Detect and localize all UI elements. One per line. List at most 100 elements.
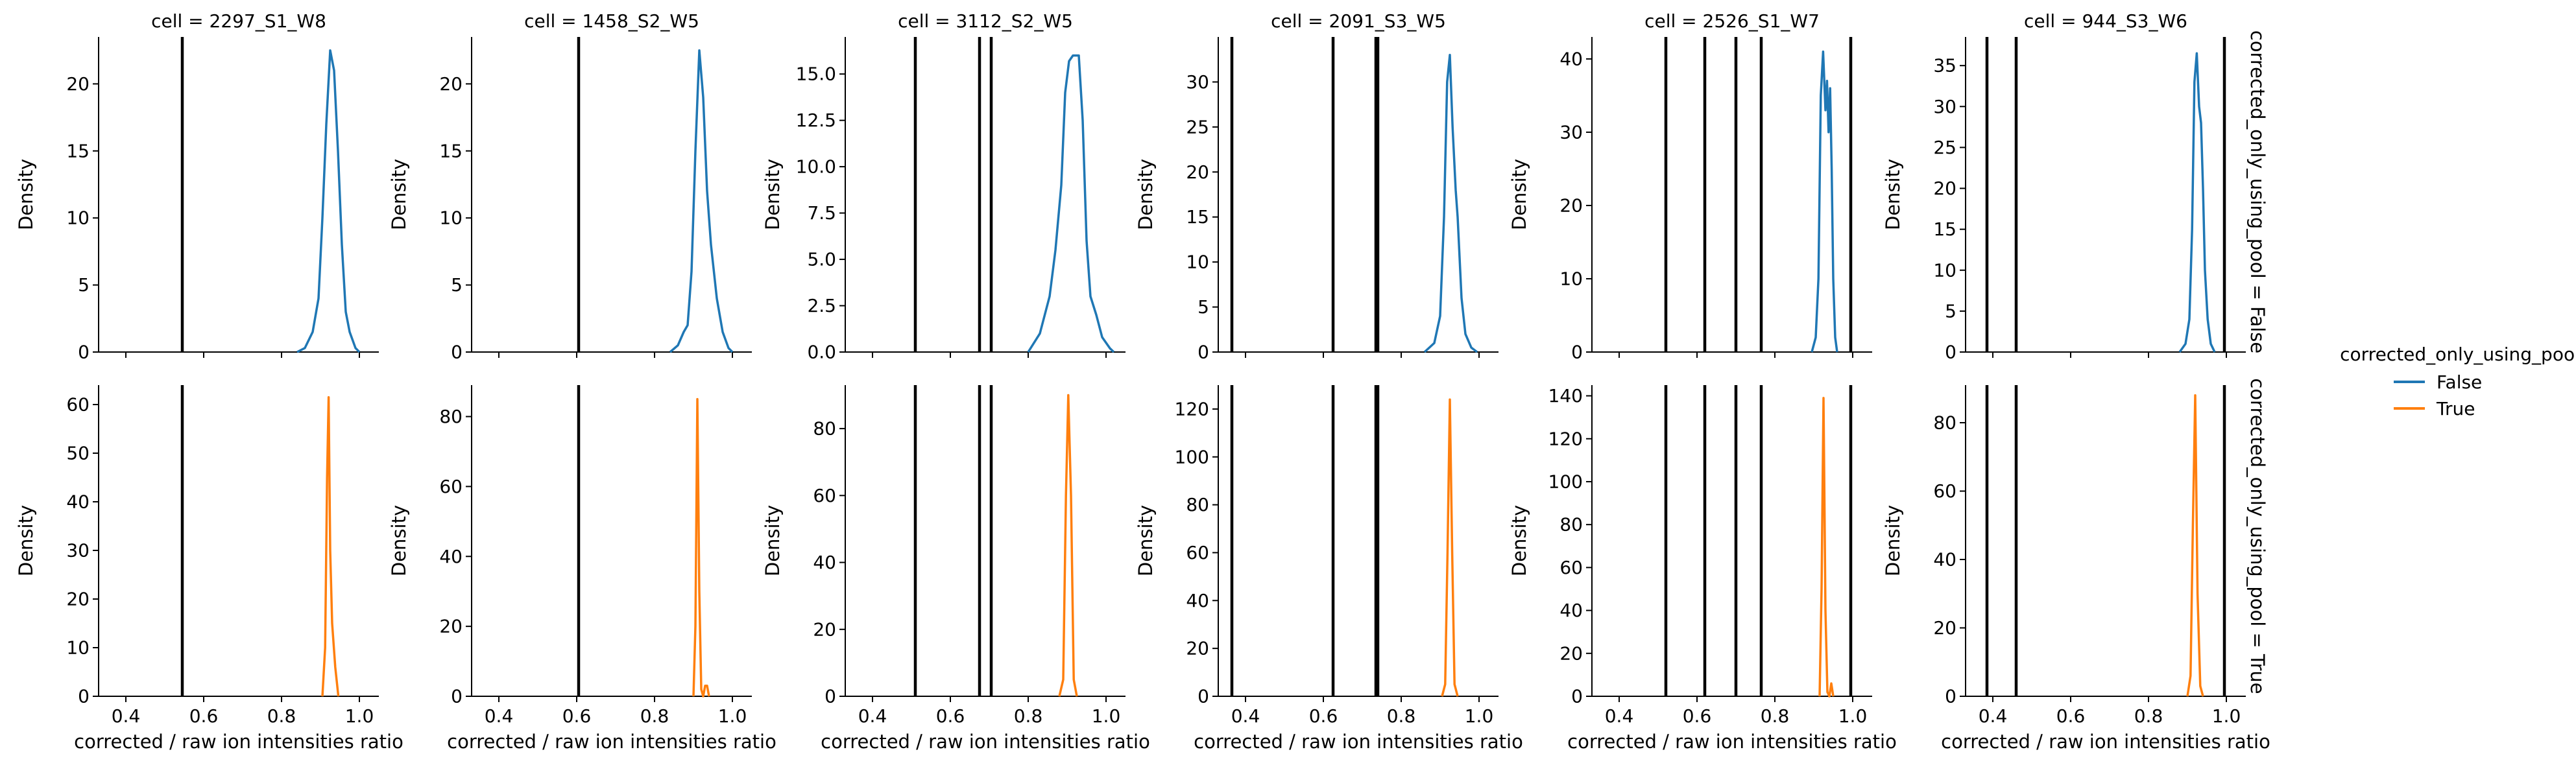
y-tick-label: 15: [1933, 218, 1956, 240]
x-tick-label: 1.0: [1838, 705, 1868, 727]
density-curve-false: [2178, 52, 2216, 353]
x-axis-label-4: corrected / raw ion intensities ratio: [1567, 731, 1897, 753]
y-tick-label: 40: [1559, 600, 1583, 621]
column-title-3: cell = 2091_S3_W5: [1271, 10, 1446, 32]
y-tick-label: 60: [439, 476, 463, 497]
y-tick-label: 20: [1559, 642, 1583, 664]
x-tick-label: 0.4: [112, 705, 141, 727]
y-axis-label: Density: [762, 505, 784, 576]
panel-1-0: 0 10 20 30 40 50 60 0.4 0.6 0.8 1.0 Density: [15, 385, 379, 727]
y-tick-label: 25: [1186, 116, 1209, 137]
x-axis-label-1: corrected / raw ion intensities ratio: [447, 731, 776, 753]
y-tick-label: 35: [1933, 55, 1956, 76]
density-curve-true: [1058, 394, 1078, 697]
y-tick-label: 40: [813, 552, 836, 573]
density-curve-true: [692, 397, 710, 698]
y-tick-label: 0: [1571, 686, 1583, 707]
density-curve-false: [669, 49, 734, 353]
x-tick-label: 1.0: [1465, 705, 1494, 727]
y-tick-label: 20: [1186, 161, 1209, 183]
x-axis-label-5: corrected / raw ion intensities ratio: [1941, 731, 2270, 753]
x-tick-label: 1.0: [2212, 705, 2241, 727]
y-tick-label: 10: [1933, 259, 1956, 281]
density-curve-false: [1027, 54, 1115, 353]
x-tick-label: 1.0: [1092, 705, 1121, 727]
column-title-2: cell = 3112_S2_W5: [898, 10, 1073, 32]
panel-1-1: 0 20 40 60 80 0.4 0.6 0.8 1.0 Density: [388, 385, 752, 727]
y-tick-label: 80: [1186, 494, 1209, 515]
panel-0-5: 0 5 10 15 20 25 30 35 Density: [1882, 37, 2246, 363]
y-tick-label: 40: [1186, 590, 1209, 611]
column-title-4: cell = 2526_S1_W7: [1644, 10, 1820, 32]
y-tick-label: 20: [1933, 178, 1956, 199]
y-tick-label: 40: [439, 546, 463, 567]
density-curve-false: [296, 49, 361, 353]
x-tick-label: 0.8: [1014, 705, 1043, 727]
y-tick-label: 100: [1548, 471, 1583, 492]
density-curve-false: [1811, 50, 1838, 353]
y-tick-label: 5: [78, 274, 90, 296]
x-tick-label: 1.0: [718, 705, 747, 727]
y-axis-label: Density: [1882, 505, 1904, 576]
y-tick-label: 10: [1186, 252, 1209, 273]
y-tick-label: 20: [66, 73, 90, 95]
panel-1-5: 0 20 40 60 80 0.4 0.6 0.8 1.0 Density: [1882, 385, 2246, 727]
panel-0-1: 0 5 10 15 20 Density: [388, 37, 752, 363]
density-curve-true: [321, 396, 340, 697]
y-tick-label: 30: [1933, 96, 1956, 117]
x-tick-label: 0.6: [1309, 705, 1338, 727]
y-tick-label: 0: [78, 686, 90, 707]
density-curve-true: [2186, 394, 2204, 697]
y-tick-label: 30: [1186, 71, 1209, 93]
y-tick-label: 7.5: [807, 202, 836, 224]
y-tick-label: 120: [1548, 428, 1583, 449]
y-tick-label: 10: [1559, 268, 1583, 289]
y-tick-label: 40: [1559, 48, 1583, 69]
x-axis-label-2: corrected / raw ion intensities ratio: [821, 731, 1150, 753]
y-tick-label: 80: [439, 406, 463, 427]
y-tick-label: 10: [66, 207, 90, 229]
x-tick-label: 0.6: [189, 705, 219, 727]
y-tick-label: 60: [813, 485, 836, 506]
y-tick-label: 0: [1198, 342, 1209, 363]
y-axis-label: Density: [388, 505, 410, 576]
y-tick-label: 5: [1198, 296, 1209, 318]
y-tick-label: 2.5: [807, 295, 836, 316]
y-tick-label: 15.0: [796, 64, 836, 85]
x-tick-label: 0.6: [1683, 705, 1712, 727]
y-tick-label: 80: [813, 418, 836, 440]
x-axis-label-3: corrected / raw ion intensities ratio: [1194, 731, 1523, 753]
y-tick-label: 20: [439, 73, 463, 95]
y-tick-label: 20: [1186, 638, 1209, 659]
y-tick-label: 80: [1559, 514, 1583, 536]
panel-0-3: 0 5 10 15 20 25 30 Density: [1135, 37, 1499, 363]
x-tick-label: 0.8: [1387, 705, 1416, 727]
y-tick-label: 10: [66, 637, 90, 659]
panel-1-3: 0 20 40 60 80 100 120 0.4 0.6 0.8 1.0 Density: [1135, 385, 1499, 727]
x-tick-label: 0.8: [640, 705, 669, 727]
y-tick-label: 0: [1571, 342, 1583, 363]
panel-1-4: 0 20 40 60 80 100 120 140 0.4 0.6 0.8 1.0 Density: [1508, 385, 1872, 727]
y-tick-label: 60: [66, 394, 90, 416]
y-tick-label: 30: [1559, 121, 1583, 143]
y-axis-label: Density: [15, 505, 37, 576]
y-axis-label: Density: [1882, 159, 1904, 230]
y-tick-label: 15: [1186, 206, 1209, 228]
y-tick-label: 40: [66, 491, 90, 513]
panel-0-2: 0.0 2.5 5.0 7.5 10.0 12.5 15.0 Density: [762, 37, 1125, 363]
column-title-1: cell = 1458_S2_W5: [524, 10, 699, 32]
panel-1-2: 0 20 40 60 80 0.4 0.6 0.8 1.0 Density: [762, 385, 1125, 727]
x-tick-label: 0.4: [1605, 705, 1634, 727]
y-tick-label: 20: [439, 616, 463, 637]
y-tick-label: 0: [451, 342, 463, 363]
y-tick-label: 15: [66, 140, 90, 161]
y-tick-label: 60: [1186, 542, 1209, 563]
row-label-false: corrected_only_using_pool = False: [2246, 30, 2269, 353]
x-tick-label: 0.4: [1231, 705, 1260, 727]
y-tick-label: 0.0: [807, 342, 836, 363]
x-tick-label: 1.0: [345, 705, 374, 727]
y-tick-label: 120: [1175, 398, 1209, 419]
density-curve-false: [1423, 54, 1478, 353]
x-tick-label: 0.8: [267, 705, 296, 727]
